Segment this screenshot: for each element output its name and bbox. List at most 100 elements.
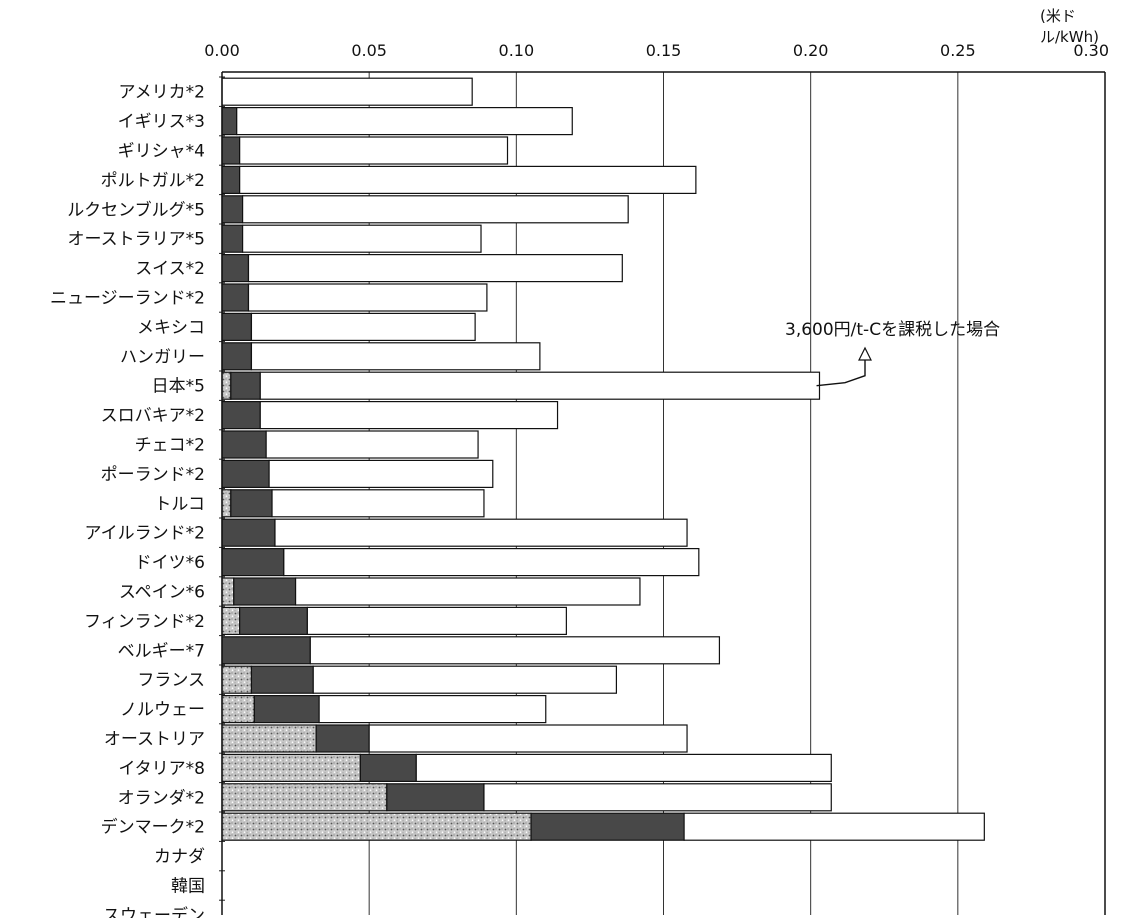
- category-label: 日本*5: [152, 377, 205, 397]
- category-label: ハンガリー: [120, 347, 205, 367]
- bar-segment: [250, 665, 314, 694]
- bar-segment: [274, 518, 688, 547]
- bar-segment: [221, 283, 250, 312]
- bar-segment: [221, 694, 255, 724]
- x-tick-label: 0.15: [646, 41, 682, 60]
- category-label: イタリア*8: [118, 759, 205, 779]
- annotation-arrow: [816, 360, 866, 387]
- bar-segment: [230, 489, 273, 518]
- bar-segment: [221, 812, 532, 841]
- bar-segment: [315, 724, 370, 753]
- x-tick-label: 0.20: [793, 41, 829, 60]
- bar-segment: [265, 430, 479, 459]
- x-tick-label: 0.30: [1073, 41, 1109, 60]
- bar-segment: [239, 165, 697, 194]
- category-label: メキシコ: [137, 318, 205, 338]
- bar-segment: [318, 694, 547, 724]
- bar-segment: [268, 459, 494, 488]
- bar-segment: [306, 606, 567, 636]
- bar-segment: [283, 547, 700, 577]
- bar-segment: [294, 577, 641, 606]
- bar-segment: [247, 283, 488, 312]
- category-label: ニュージーランド*2: [50, 289, 205, 309]
- bar-segment: [221, 489, 232, 518]
- bar-segment: [233, 577, 297, 606]
- bar-segment: [230, 371, 261, 400]
- category-label: トルコ: [154, 494, 205, 514]
- bar-segment: [221, 77, 473, 106]
- bar-segment: [239, 136, 509, 165]
- bar-segment: [386, 783, 485, 812]
- bar-segment: [368, 724, 688, 753]
- category-label: デンマーク*2: [101, 817, 205, 838]
- category-label: オーストラリア*5: [68, 230, 205, 250]
- bar-segment: [236, 106, 573, 136]
- bar-segment: [312, 665, 618, 694]
- bar-segment: [483, 783, 832, 812]
- bar-segment: [221, 547, 285, 577]
- bar-segment: [221, 195, 244, 224]
- bar-segment: [221, 430, 267, 459]
- bar-segment: [271, 489, 485, 518]
- bar-segment: [221, 577, 235, 606]
- x-tick-label: 0.00: [204, 41, 240, 60]
- category-label: スイス*2: [135, 259, 205, 279]
- category-label: チェコ*2: [135, 436, 205, 456]
- category-label: アメリカ*2: [119, 83, 205, 103]
- category-label: スペイン*6: [119, 583, 205, 603]
- category-label: アイルランド*2: [85, 524, 205, 544]
- category-label: ベルギー*7: [118, 641, 205, 661]
- category-label: ルクセンブルグ*5: [67, 199, 205, 220]
- bar-segment: [250, 312, 476, 341]
- category-label: フィンランド*2: [84, 612, 205, 632]
- bar-segment: [242, 195, 629, 224]
- category-label: カナダ: [154, 847, 205, 867]
- bar-segment: [221, 665, 253, 694]
- bar-segment: [259, 401, 559, 430]
- bar-segment: [221, 106, 238, 136]
- bar-segment: [359, 753, 417, 783]
- category-label: ギリシャ*4: [118, 142, 205, 162]
- bar-segment: [253, 694, 320, 724]
- bar-segment: [250, 342, 541, 371]
- category-label: スウェーデン: [103, 905, 205, 918]
- category-label: ポーランド*2: [101, 465, 205, 485]
- bar-segment: [221, 136, 241, 165]
- bar-segment: [415, 753, 832, 783]
- bar-segment: [221, 518, 276, 547]
- annotation-arrowhead: [858, 346, 872, 361]
- bar-segment: [221, 459, 270, 488]
- category-label: ポルトガル*2: [101, 171, 205, 191]
- bar-segment: [683, 812, 985, 841]
- bar-segment: [221, 342, 253, 371]
- x-tick-label: 0.25: [940, 41, 976, 60]
- bar-segment: [221, 165, 241, 194]
- category-label: ノルウェー: [120, 700, 205, 720]
- bar-segment: [221, 224, 244, 253]
- unit-label: (米ドル/kWh): [1040, 7, 1099, 46]
- bar-segment: [221, 312, 253, 341]
- category-label: 韓国: [171, 877, 205, 897]
- category-label: オランダ*2: [118, 788, 205, 808]
- annotation-label: 3,600円/t-Cを課税した場合: [785, 320, 1001, 340]
- bar-segment: [221, 636, 311, 665]
- bar-segment: [239, 606, 308, 636]
- x-tick-label: 0.05: [351, 41, 387, 60]
- x-tick-label: 0.10: [499, 41, 535, 60]
- bar-segment: [530, 812, 685, 841]
- category-label: スロバキア*2: [101, 406, 205, 426]
- bar-segment: [259, 371, 821, 400]
- bar-segment: [221, 401, 261, 430]
- bar-segment: [221, 783, 388, 812]
- category-label: フランス: [137, 671, 205, 691]
- category-label: イギリス*3: [118, 112, 205, 132]
- bar-segment: [221, 606, 241, 636]
- bar-segment: [247, 254, 623, 283]
- bar-segment: [221, 753, 361, 783]
- bar-segment: [309, 636, 721, 665]
- bar-segment: [221, 371, 232, 400]
- bar-segment: [221, 254, 250, 283]
- category-label: ドイツ*6: [135, 553, 205, 573]
- category-label: オーストリア: [104, 730, 205, 750]
